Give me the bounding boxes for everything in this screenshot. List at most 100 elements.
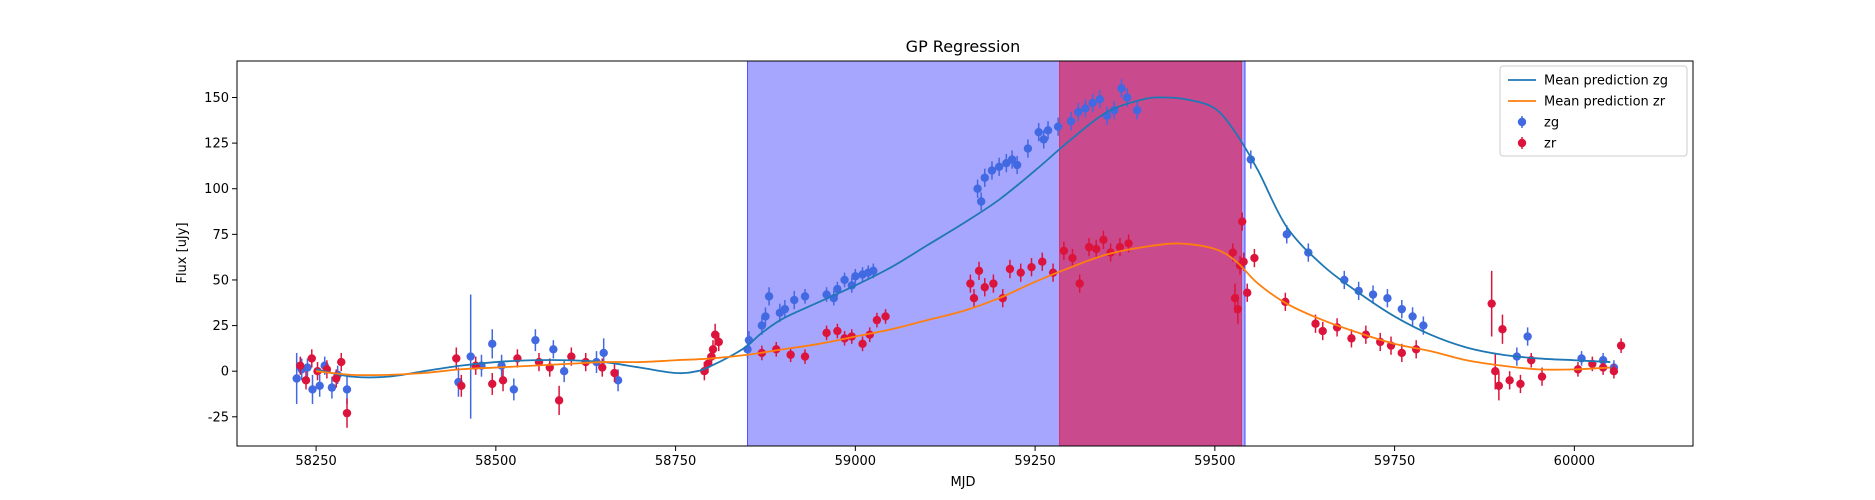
y-tick-label: 125 bbox=[204, 137, 229, 152]
data-point bbox=[974, 266, 984, 276]
data-point bbox=[1074, 107, 1083, 117]
data-point bbox=[1059, 246, 1069, 255]
data-point bbox=[1043, 126, 1053, 135]
series-zr bbox=[296, 212, 1626, 428]
mean-prediction-line-zr bbox=[316, 242, 1611, 377]
data-point bbox=[994, 162, 1004, 172]
data-point bbox=[987, 166, 997, 175]
data-point bbox=[1053, 122, 1063, 131]
data-point bbox=[969, 294, 979, 303]
data-point bbox=[1016, 268, 1025, 277]
y-tick-label: 50 bbox=[212, 273, 229, 288]
mean-prediction-line-zg bbox=[315, 96, 1611, 379]
data-point bbox=[342, 385, 352, 394]
data-point bbox=[296, 361, 305, 370]
plot-frame bbox=[236, 60, 1694, 447]
data-point bbox=[1498, 325, 1507, 334]
data-point bbox=[1491, 366, 1500, 376]
data-point bbox=[292, 374, 301, 383]
data-point bbox=[1038, 257, 1047, 266]
data-point bbox=[869, 266, 878, 276]
data-point bbox=[1034, 127, 1043, 137]
data-point bbox=[1408, 312, 1417, 321]
data-point bbox=[307, 354, 316, 363]
data-point bbox=[554, 396, 564, 405]
data-point bbox=[1397, 348, 1407, 358]
data-point bbox=[1084, 242, 1094, 252]
legend-label: Mean prediction zr bbox=[1544, 95, 1666, 110]
data-point bbox=[1516, 379, 1525, 389]
legend: Mean prediction zg Mean prediction zr zg zr bbox=[1499, 65, 1688, 157]
data-point bbox=[613, 376, 623, 385]
x-tick-label: 59500 bbox=[1194, 454, 1235, 469]
data-point bbox=[1122, 93, 1132, 102]
data-point bbox=[1081, 104, 1090, 113]
legend-label: zg bbox=[1544, 116, 1559, 131]
data-point bbox=[1494, 381, 1504, 390]
data-point bbox=[1368, 290, 1378, 299]
data-point bbox=[1230, 294, 1240, 303]
data-point bbox=[1023, 144, 1033, 153]
data-point bbox=[1092, 244, 1101, 254]
data-point bbox=[531, 335, 540, 345]
data-point bbox=[559, 366, 569, 376]
data-point bbox=[744, 335, 754, 345]
data-point bbox=[881, 312, 890, 321]
x-tick-label: 58250 bbox=[295, 454, 336, 469]
legend-label: zr bbox=[1544, 137, 1557, 152]
data-point bbox=[1095, 95, 1105, 104]
data-point bbox=[757, 321, 767, 330]
data-point bbox=[714, 337, 723, 347]
data-point bbox=[1505, 376, 1514, 385]
x-tick-label: 59750 bbox=[1374, 454, 1415, 469]
data-point bbox=[764, 292, 774, 301]
data-point bbox=[1005, 264, 1015, 274]
y-tick-label: -25 bbox=[208, 410, 229, 425]
data-point bbox=[497, 361, 506, 370]
data-point bbox=[308, 385, 317, 394]
data-point bbox=[509, 385, 519, 394]
data-point bbox=[488, 339, 497, 349]
data-point bbox=[710, 330, 720, 339]
data-point bbox=[457, 381, 466, 390]
data-point bbox=[980, 173, 989, 182]
data-point bbox=[966, 279, 975, 288]
data-point bbox=[1228, 248, 1238, 257]
data-point bbox=[549, 345, 558, 354]
data-point bbox=[1282, 230, 1291, 239]
data-point bbox=[1012, 160, 1022, 170]
data-point bbox=[498, 376, 508, 385]
shaded-region-2 bbox=[1059, 61, 1242, 446]
legend-marker-swatch bbox=[1517, 138, 1527, 148]
data-point bbox=[610, 368, 619, 378]
data-point bbox=[1616, 341, 1626, 350]
data-point bbox=[332, 374, 341, 383]
data-point bbox=[1250, 253, 1259, 263]
data-point bbox=[1354, 286, 1363, 296]
legend-label: Mean prediction zg bbox=[1544, 74, 1668, 89]
data-point bbox=[1311, 319, 1320, 328]
y-tick-label: 100 bbox=[204, 182, 229, 197]
data-point bbox=[761, 312, 770, 321]
data-point bbox=[1088, 98, 1097, 108]
data-point bbox=[466, 352, 475, 361]
data-point bbox=[1233, 304, 1243, 314]
data-point bbox=[1124, 239, 1133, 248]
data-point bbox=[833, 326, 842, 336]
data-point bbox=[1397, 304, 1407, 314]
plot-content bbox=[292, 61, 1626, 446]
y-axis-label: Flux [uJy] bbox=[175, 222, 190, 283]
data-point bbox=[1383, 294, 1392, 303]
data-point bbox=[1066, 117, 1076, 126]
data-point bbox=[1133, 106, 1142, 115]
plot-area: 58250 58500 58750 59000 59250 59500 59750 60000… bbox=[204, 60, 1694, 469]
data-point bbox=[1523, 332, 1532, 341]
data-point bbox=[800, 292, 810, 301]
data-point bbox=[780, 304, 790, 314]
data-point bbox=[1027, 262, 1036, 272]
data-point bbox=[599, 348, 608, 358]
y-tick-label: 0 bbox=[221, 365, 229, 380]
data-point bbox=[598, 363, 607, 372]
data-point bbox=[1068, 253, 1077, 263]
